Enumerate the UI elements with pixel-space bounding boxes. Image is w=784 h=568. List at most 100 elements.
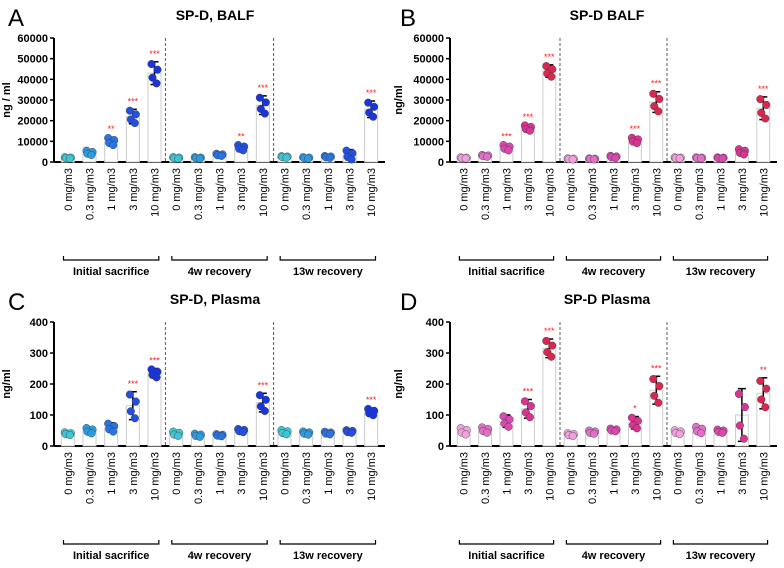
data-point	[217, 151, 226, 160]
data-point	[734, 389, 743, 398]
group-label: 4w recovery	[188, 266, 252, 278]
significance-label: ***	[651, 79, 662, 89]
y-tick-label: 100	[30, 410, 48, 422]
group-bracket	[279, 540, 377, 545]
y-tick-label: 20000	[413, 116, 444, 128]
x-tick-label: 0.3 mg/m3	[694, 452, 706, 504]
significance-label: ***	[501, 131, 512, 141]
data-point	[718, 428, 727, 437]
data-point	[304, 430, 313, 439]
x-tick-label: 1 mg/m3	[215, 452, 227, 495]
data-point	[148, 73, 157, 82]
significance-label: ***	[651, 363, 662, 373]
data-point	[174, 154, 183, 163]
data-point	[632, 424, 641, 433]
significance-label: **	[238, 131, 246, 141]
group-bracket	[565, 256, 662, 261]
x-tick-label: 0.3 mg/m3	[694, 168, 706, 220]
data-point	[131, 397, 140, 406]
x-tick-label: 3 mg/m3	[236, 168, 248, 211]
x-tick-label: 0.3 mg/m3	[587, 168, 599, 220]
group-bracket	[171, 256, 268, 261]
data-point	[757, 108, 766, 117]
data-point	[590, 429, 599, 438]
significance-label: ***	[523, 112, 534, 122]
significance-label: ***	[258, 380, 269, 390]
x-tick-label: 0.3 mg/m3	[301, 168, 313, 220]
x-tick-label: 3 mg/m3	[128, 168, 140, 211]
bar	[542, 70, 557, 163]
significance-label: **	[760, 365, 768, 375]
y-tick-label: 10000	[413, 136, 444, 148]
group-bracket	[62, 540, 160, 545]
data-point	[282, 153, 291, 162]
data-point	[548, 341, 557, 350]
data-point	[364, 98, 373, 107]
group-bracket	[458, 256, 555, 261]
x-tick-label: 0.3 mg/m3	[480, 168, 492, 220]
data-point	[461, 430, 470, 439]
x-tick-label: 0 mg/m3	[63, 168, 75, 211]
data-point	[304, 154, 313, 163]
x-tick-label: 0.3 mg/m3	[193, 452, 205, 504]
y-axis-label: ng / ml	[1, 82, 13, 117]
significance-label: ***	[366, 88, 377, 98]
data-point	[65, 430, 74, 439]
data-point	[568, 431, 577, 440]
data-point	[131, 110, 140, 119]
significance-label: ***	[630, 124, 641, 134]
panel-letter: B	[400, 5, 416, 32]
x-tick-label: 10 mg/m3	[150, 452, 162, 501]
x-tick-label: 10 mg/m3	[651, 168, 663, 217]
data-point	[195, 432, 204, 441]
data-point	[153, 65, 162, 74]
y-axis-label: ng/ml	[393, 369, 405, 398]
x-tick-label: 3 mg/m3	[128, 452, 140, 495]
group-label: 13w recovery	[686, 550, 757, 562]
x-tick-label: 3 mg/m3	[523, 452, 535, 495]
data-point	[697, 429, 706, 438]
data-point	[483, 428, 492, 437]
data-point	[461, 154, 470, 163]
x-tick-label: 1 mg/m3	[323, 452, 335, 495]
data-point	[347, 428, 356, 437]
x-tick-label: 10 mg/m3	[150, 168, 162, 217]
data-point	[217, 432, 226, 441]
x-tick-label: 1 mg/m3	[502, 168, 514, 211]
data-point	[520, 397, 529, 406]
x-tick-label: 0 mg/m3	[280, 452, 292, 495]
data-point	[255, 93, 264, 102]
significance-label: ***	[523, 387, 534, 397]
data-point	[697, 154, 706, 163]
group-label: Initial sacrifice	[468, 266, 544, 278]
group-label: 4w recovery	[582, 266, 646, 278]
x-tick-label: 3 mg/m3	[345, 168, 357, 211]
data-point	[655, 382, 664, 391]
data-point	[650, 391, 659, 400]
data-point	[740, 403, 749, 412]
data-point	[325, 430, 334, 439]
data-point	[762, 100, 771, 109]
significance-label: *	[633, 404, 637, 414]
bar	[542, 347, 557, 447]
data-point	[632, 139, 641, 148]
data-point	[739, 150, 748, 159]
significance-label: ***	[758, 84, 769, 94]
data-point	[130, 119, 139, 128]
y-tick-label: 30000	[413, 95, 444, 107]
y-tick-label: 60000	[17, 33, 48, 45]
data-point	[152, 373, 161, 382]
data-point	[675, 154, 684, 163]
group-bracket	[458, 540, 555, 545]
group-label: Initial sacrifice	[468, 550, 544, 562]
x-tick-label: 1 mg/m3	[323, 168, 335, 211]
data-point	[649, 375, 658, 384]
group-bracket	[565, 540, 662, 545]
x-tick-label: 3 mg/m3	[630, 452, 642, 495]
x-tick-label: 0 mg/m3	[171, 452, 183, 495]
x-tick-label: 3 mg/m3	[523, 168, 535, 211]
group-bracket	[171, 540, 268, 545]
data-point	[369, 112, 378, 121]
x-tick-label: 0 mg/m3	[280, 168, 292, 211]
chart-panel-d: D SP-D Plasma ng/ml 0 100 200 300 400 0 mg/m3 0.3…	[393, 289, 777, 562]
